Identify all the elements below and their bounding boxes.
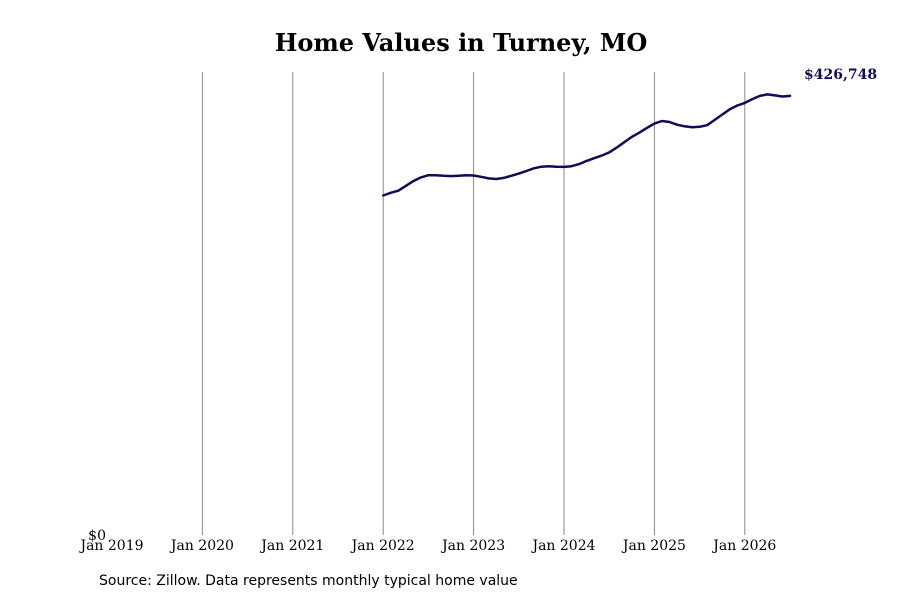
x-tick-label: Jan 2020	[169, 538, 234, 554]
x-tick-label: Jan 2021	[259, 538, 324, 554]
source-note: Source: Zillow. Data represents monthly …	[99, 573, 518, 589]
gridlines	[201, 72, 746, 535]
end-value-label: $426,748	[804, 67, 877, 83]
chart-title: Home Values in Turney, MO	[274, 28, 648, 57]
y-tick-label: $0	[88, 528, 106, 544]
x-tick-label: Jan 2019	[78, 538, 143, 554]
x-tick-label: Jan 2026	[711, 538, 776, 554]
x-tick-label: Jan 2023	[440, 538, 505, 554]
x-tick-label: Jan 2025	[621, 538, 686, 554]
x-axis-ticks: Jan 2019 Jan 2020 Jan 2021 Jan 2022 Jan 2023…	[78, 538, 776, 554]
x-tick-label: Jan 2024	[530, 538, 595, 554]
y-axis-ticks: $0	[88, 528, 106, 544]
x-tick-label: Jan 2022	[350, 538, 415, 554]
series-line	[381, 93, 792, 197]
